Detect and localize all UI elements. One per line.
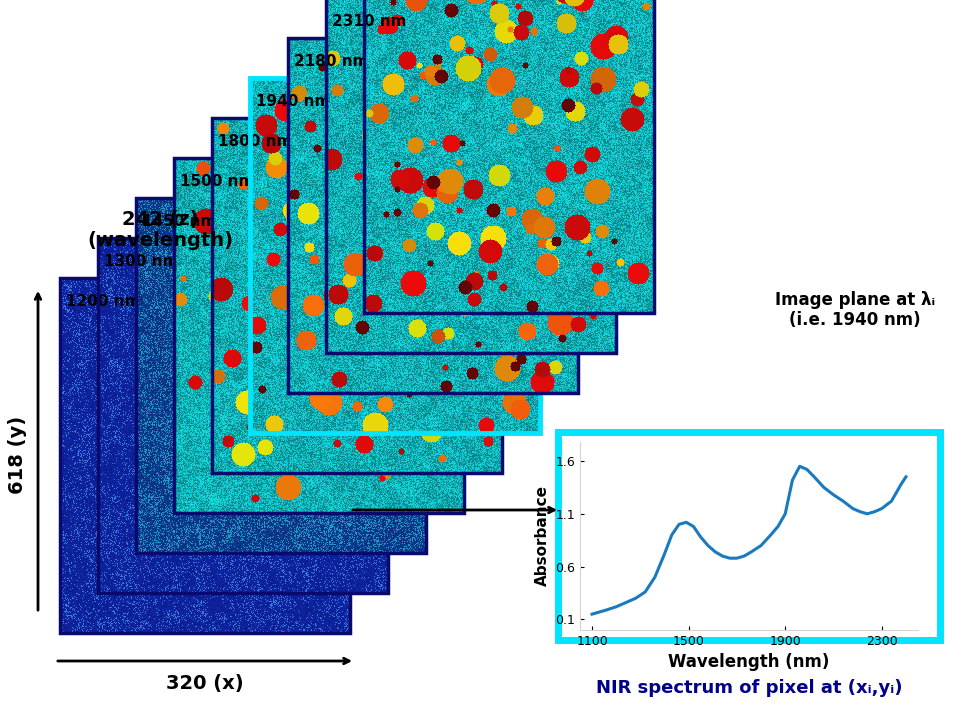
Bar [98,238,388,593]
Text: Absorbance: Absorbance [534,486,548,586]
Bar [136,198,425,553]
Text: 2180 nm: 2180 nm [294,54,368,69]
Bar [288,38,578,393]
Text: 1940 nm: 1940 nm [256,94,330,109]
Bar [173,158,463,513]
Text: Image plane at λᵢ
(i.e. 1940 nm): Image plane at λᵢ (i.e. 1940 nm) [774,291,934,330]
Text: 1500 nm: 1500 nm [180,174,254,189]
Text: Wavelength (nm): Wavelength (nm) [668,653,828,671]
Text: NIR spectrum of pixel at (xᵢ,yᵢ): NIR spectrum of pixel at (xᵢ,yᵢ) [595,679,901,697]
Text: 1450 nm: 1450 nm [141,214,216,229]
Text: 242 (z)
(wavelength): 242 (z) (wavelength) [87,210,233,250]
Bar [250,78,540,433]
Text: 1200 nm: 1200 nm [66,294,141,309]
Text: 618 (y): 618 (y) [9,416,27,494]
Text: 1800 nm: 1800 nm [218,134,292,149]
Bar [326,0,615,353]
Bar [363,0,653,313]
Text: 2310 nm: 2310 nm [331,14,406,29]
Bar [60,278,350,633]
Text: 1300 nm: 1300 nm [104,254,178,269]
Text: 320 (x): 320 (x) [166,674,243,693]
Bar [557,432,939,640]
Bar [212,118,502,473]
